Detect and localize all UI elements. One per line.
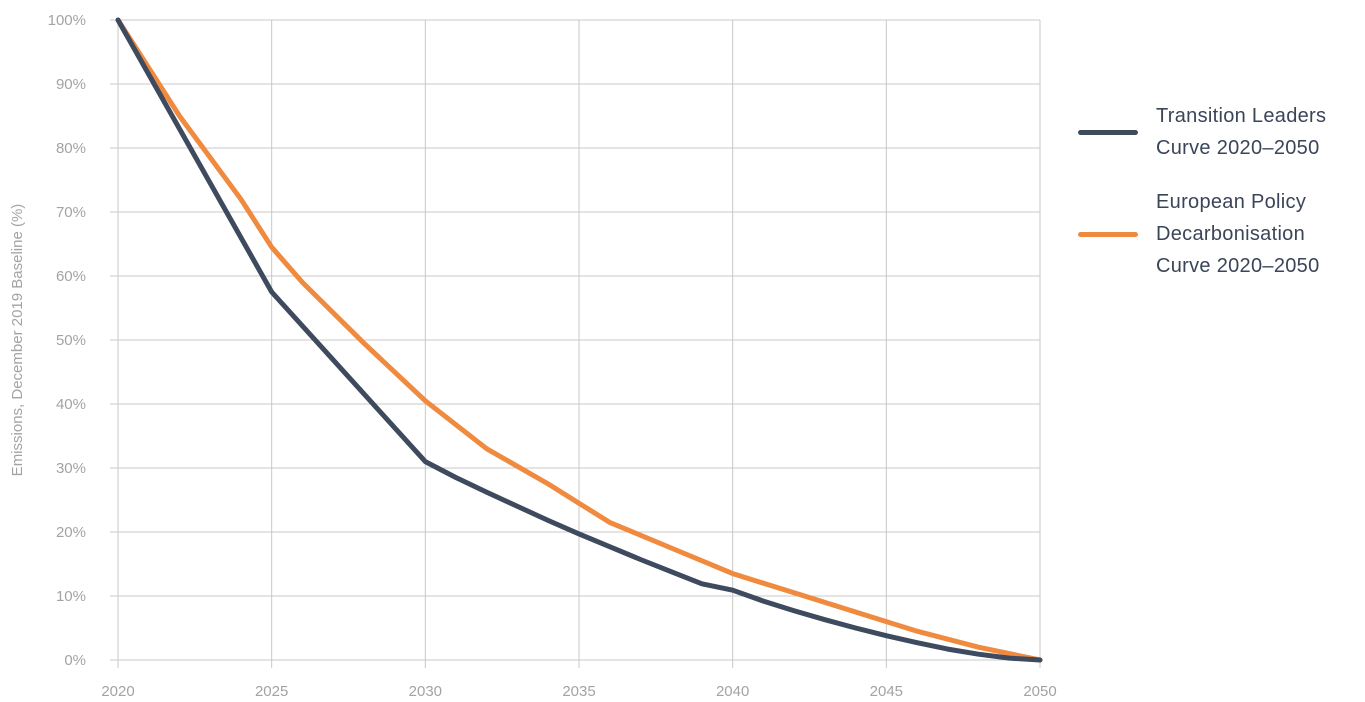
legend-label: Transition Leaders Curve 2020–2050 <box>1156 105 1327 159</box>
x-tick-label: 2025 <box>255 683 288 700</box>
y-tick-label: 50% <box>56 332 86 349</box>
x-tick-label: 2030 <box>409 683 442 700</box>
series-lines <box>115 17 1043 663</box>
x-tick-label: 2035 <box>562 683 595 700</box>
series-line-transition-leaders <box>115 17 1043 663</box>
y-tick-label: 40% <box>56 396 86 413</box>
x-tick-label: 2040 <box>716 683 749 700</box>
grid <box>110 19 1041 668</box>
legend: Transition Leaders Curve 2020–2050 Europea… <box>1078 100 1358 304</box>
x-tick-label: 2020 <box>101 683 134 700</box>
y-tick-label: 0% <box>64 652 86 669</box>
y-tick-label: 80% <box>56 140 86 157</box>
legend-item: Transition Leaders Curve 2020–2050 <box>1078 100 1358 164</box>
y-tick-label: 100% <box>48 12 86 29</box>
legend-item: European Policy Decarbonisation Curve 2020… <box>1078 186 1358 282</box>
y-tick-label: 20% <box>56 524 86 541</box>
y-tick-label: 30% <box>56 460 86 477</box>
x-axis-ticks: 2020 2025 2030 2035 2040 2045 2050 <box>101 683 1056 700</box>
y-tick-label: 70% <box>56 204 86 221</box>
series-line-european-policy <box>115 17 1043 663</box>
legend-swatch <box>1078 129 1138 135</box>
x-tick-label: 2050 <box>1023 683 1056 700</box>
legend-swatch <box>1078 231 1138 237</box>
y-axis-ticks: 0% 10% 20% 30% 40% 50% 60% 70% 80% 90% 100% <box>48 12 86 669</box>
legend-label: European Policy Decarbonisation Curve 2020… <box>1156 191 1320 277</box>
y-tick-label: 60% <box>56 268 86 285</box>
x-tick-label: 2045 <box>870 683 903 700</box>
y-axis-label: Emissions, December 2019 Baseline (%) <box>9 204 26 477</box>
y-tick-label: 10% <box>56 588 86 605</box>
y-tick-label: 90% <box>56 76 86 93</box>
